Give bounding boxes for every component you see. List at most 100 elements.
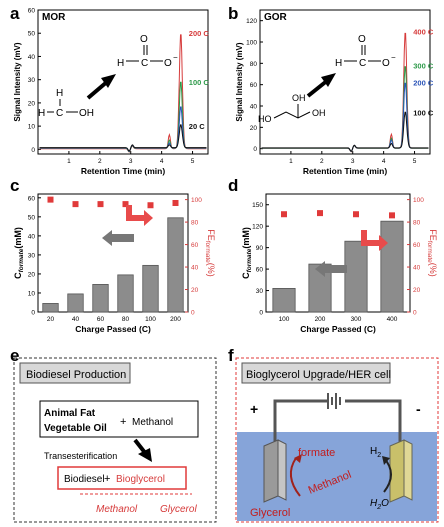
- bar: [42, 303, 59, 313]
- sub-methanol: Methanol: [96, 504, 138, 515]
- svg-text:O: O: [358, 34, 366, 45]
- y-tick-label: 40: [28, 54, 36, 61]
- series-label: 300 C: [413, 61, 434, 70]
- formate-molecule-b: O H C O −: [335, 34, 396, 69]
- svg-text:OH: OH: [292, 93, 306, 103]
- diagram-f: Bioglycerol Upgrade/HER cell + - formate…: [235, 357, 439, 523]
- h2-label: H2: [370, 446, 381, 459]
- panel-label-e: e: [10, 346, 20, 365]
- y-tick-label: 60: [250, 82, 258, 89]
- series-label: 100 C: [189, 78, 210, 87]
- formate-molecule-a: O H C O −: [117, 34, 178, 69]
- bar: [142, 264, 159, 313]
- fe-marker: [281, 211, 287, 218]
- y-axis-label: Signal Intensity (mV): [13, 42, 22, 121]
- glycerol-label: Glycerol: [250, 507, 290, 519]
- svg-text:H: H: [56, 88, 63, 99]
- fe-marker: [317, 210, 323, 217]
- chart-a-title: MOR: [42, 12, 66, 23]
- x-tick-label: 2: [98, 158, 102, 165]
- x-tick-label: 100: [145, 316, 156, 323]
- panel-label-c: c: [10, 176, 20, 195]
- cathode-electrode: [389, 439, 405, 503]
- y-tick-label: 30: [28, 252, 36, 259]
- svg-text:−: −: [173, 53, 178, 62]
- bar: [92, 284, 109, 313]
- chart-c: 20 40 60 80 100 2000102030405060020406080100C…: [13, 193, 216, 334]
- process-label: Transesterification: [44, 451, 117, 461]
- plot-frame: [259, 9, 431, 155]
- bar: [117, 274, 134, 313]
- y-axis-label: Cformate(mM): [13, 227, 25, 279]
- svg-text:O: O: [382, 58, 390, 69]
- plus-sign-1: +: [120, 416, 126, 428]
- cathode-minus: -: [416, 401, 421, 417]
- reaction-arrow-a: [86, 74, 116, 100]
- battery-icon: [327, 393, 341, 409]
- feed-methanol: Methanol: [132, 417, 173, 428]
- y-tick-label: 90: [256, 245, 264, 252]
- y2-axis-label: FEformate(%): [426, 229, 438, 277]
- x-tick-label: 400: [387, 316, 398, 323]
- y-tick-label: 30: [28, 77, 36, 84]
- gray-arrow-d: [315, 261, 347, 277]
- y-tick-label: 50: [28, 214, 36, 221]
- x-tick-label: 60: [97, 316, 105, 323]
- plot-frame: [265, 193, 411, 313]
- anode-reaction-arc: [289, 457, 301, 497]
- x-tick-label: 4: [160, 158, 164, 165]
- y2-tick-label: 0: [191, 310, 195, 317]
- y2-tick-label: 20: [413, 287, 421, 294]
- svg-text:H: H: [117, 58, 124, 69]
- y-tick-label: 20: [28, 100, 36, 107]
- red-arrow-d: [361, 230, 388, 251]
- y-tick-label: 0: [31, 147, 35, 154]
- reaction-arrow-b: [306, 73, 336, 98]
- fe-marker: [122, 201, 129, 208]
- series-label: 100 C: [413, 108, 434, 117]
- chart-c-plot: 20 40 60 80 100 2000102030405060020406080100C…: [13, 193, 216, 334]
- panel-label-d: d: [228, 176, 239, 195]
- y-axis-label: Signal Intensity (mV): [235, 42, 244, 121]
- plus-sign-2: +: [104, 473, 110, 485]
- svg-text:C: C: [56, 108, 63, 119]
- process-arrow-icon: [133, 438, 152, 462]
- bar: [67, 293, 84, 313]
- panel-label-b: b: [228, 4, 239, 23]
- y-tick-label: 40: [250, 104, 258, 111]
- y2-tick-label: 0: [413, 310, 417, 317]
- bar: [272, 288, 296, 313]
- y2-tick-label: 40: [191, 265, 199, 272]
- y-tick-label: 10: [28, 124, 36, 131]
- x-tick-label: 100: [279, 316, 290, 323]
- svg-text:O: O: [140, 34, 148, 45]
- methanol-molecule-a: H H C OH: [38, 88, 94, 119]
- biodiesel-production-title: Biodiesel Production: [26, 369, 126, 381]
- anode-electrode: [263, 439, 279, 503]
- y-tick-label: 60: [28, 195, 36, 202]
- y-tick-label: 120: [246, 18, 257, 25]
- y-tick-label: 20: [250, 125, 258, 132]
- glycerol-molecule-b: HO OH OH: [258, 93, 326, 124]
- y2-tick-label: 80: [413, 220, 421, 227]
- svg-text:C: C: [359, 58, 366, 69]
- x-axis-label: Retention Time (min): [81, 166, 166, 176]
- x-tick-label: 5: [191, 158, 195, 165]
- chart-b: GOR 0 20 40 60 80 100 120 1 2 3 4 5 Retention Time (…: [235, 9, 434, 176]
- red-arrow-c: [126, 205, 153, 226]
- sub-glycerol: Glycerol: [160, 504, 197, 515]
- series-label: 200 C: [413, 79, 434, 88]
- x-tick-label: 200: [170, 316, 181, 323]
- cell-title: Bioglycerol Upgrade/HER cell: [246, 369, 391, 381]
- y2-tick-label: 80: [191, 220, 199, 227]
- x-axis-label: Retention Time (min): [303, 166, 388, 176]
- fe-marker: [353, 211, 359, 218]
- y-tick-label: 80: [250, 61, 258, 68]
- y-tick-label: 0: [259, 310, 263, 317]
- feed-animal-fat: Animal Fat: [44, 408, 96, 419]
- x-tick-label: 1: [67, 158, 71, 165]
- feed-vegetable-oil: Vegetable Oil: [44, 423, 107, 434]
- y2-tick-label: 60: [413, 242, 421, 249]
- svg-text:H: H: [38, 108, 45, 119]
- fe-marker: [47, 196, 54, 203]
